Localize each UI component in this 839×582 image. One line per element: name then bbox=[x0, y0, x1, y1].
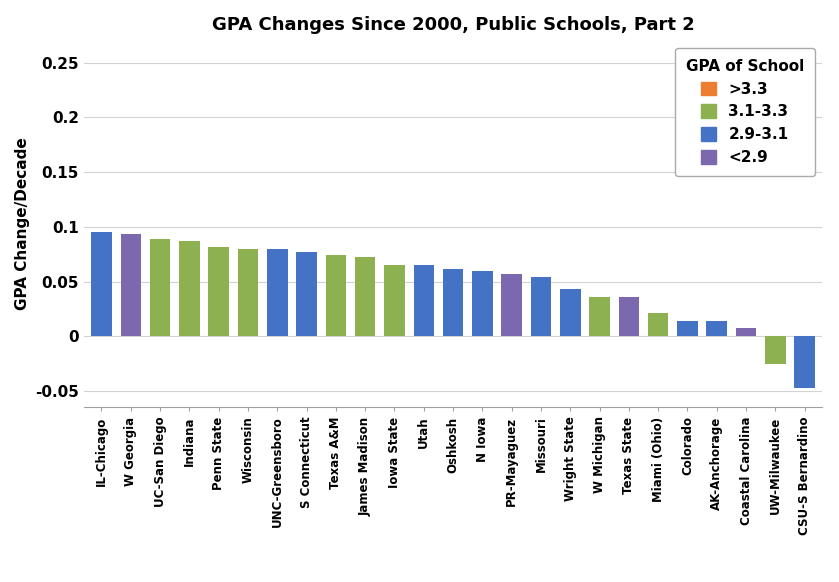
Bar bbox=[296, 252, 317, 336]
Bar bbox=[618, 297, 639, 336]
Bar bbox=[648, 313, 669, 336]
Bar bbox=[150, 239, 170, 336]
Bar bbox=[589, 297, 610, 336]
Bar bbox=[121, 235, 141, 336]
Bar bbox=[765, 336, 785, 364]
Y-axis label: GPA Change/Decade: GPA Change/Decade bbox=[14, 138, 29, 310]
Bar bbox=[267, 249, 288, 336]
Bar bbox=[384, 265, 404, 336]
Bar bbox=[472, 271, 492, 336]
Bar bbox=[326, 255, 347, 336]
Bar bbox=[208, 247, 229, 336]
Bar bbox=[502, 274, 522, 336]
Bar bbox=[795, 336, 815, 388]
Bar bbox=[736, 328, 756, 336]
Bar bbox=[355, 257, 375, 336]
Title: GPA Changes Since 2000, Public Schools, Part 2: GPA Changes Since 2000, Public Schools, … bbox=[211, 16, 695, 34]
Bar bbox=[91, 232, 112, 336]
Bar bbox=[443, 269, 463, 336]
Legend: >3.3, 3.1-3.3, 2.9-3.1, <2.9: >3.3, 3.1-3.3, 2.9-3.1, <2.9 bbox=[675, 48, 815, 176]
Bar bbox=[706, 321, 727, 336]
Bar bbox=[179, 241, 200, 336]
Bar bbox=[531, 277, 551, 336]
Bar bbox=[237, 249, 258, 336]
Bar bbox=[677, 321, 698, 336]
Bar bbox=[414, 265, 434, 336]
Bar bbox=[560, 289, 581, 336]
